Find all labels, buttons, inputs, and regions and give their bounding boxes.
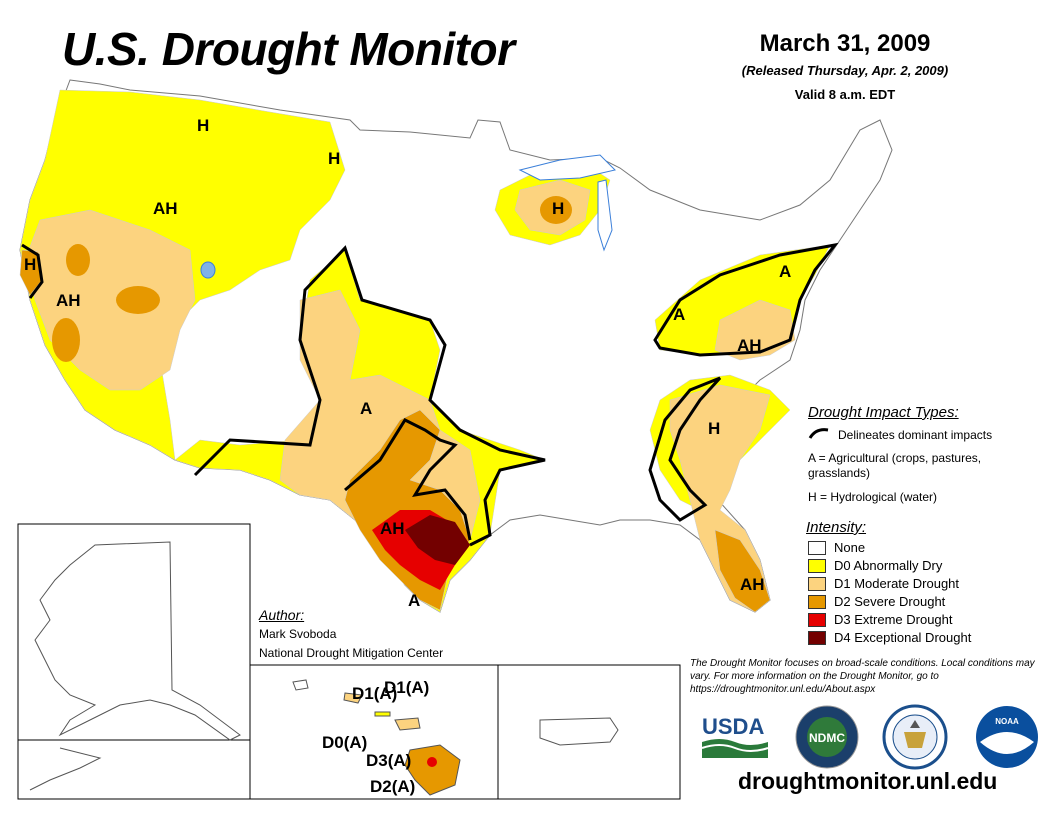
hawaii-label-kauai: D1(A) (352, 684, 397, 703)
svg-text:USDA: USDA (702, 714, 764, 739)
legend-swatch-d0 (808, 559, 826, 573)
label-ah-texas: AH (380, 519, 405, 538)
disclaimer-text: The Drought Monitor focuses on broad-sca… (690, 658, 1035, 695)
alaska-shape (34, 541, 241, 741)
label-ah-nevada: AH (56, 291, 81, 310)
hawaii-kauai (292, 679, 309, 691)
impact-agricultural-label: A = Agricultural (crops, pastures, grass… (808, 451, 982, 480)
legend-label-none: None (834, 540, 866, 555)
release-date: (Released Thursday, Apr. 2, 2009) (741, 63, 949, 78)
website-url[interactable]: droughtmonitor.unl.edu (738, 768, 998, 794)
svg-text:NDMC: NDMC (809, 731, 845, 745)
intensity-title: Intensity: (806, 519, 867, 536)
impact-boundary-west (193, 245, 546, 547)
label-a-texas-south: A (408, 591, 420, 610)
puerto-rico-shape (539, 717, 619, 746)
svg-text:NOAA: NOAA (995, 717, 1019, 726)
legend-label-d0: D0 Abnormally Dry (834, 558, 943, 573)
noaa-logo: NOAA (976, 706, 1038, 768)
author-organization: National Drought Mitigation Center (259, 646, 444, 660)
hawaii-label-maui: D0(A) (322, 733, 367, 752)
label-ah-idaho: AH (153, 199, 178, 218)
hawaii-molokai (374, 711, 391, 717)
label-h-carolinas: H (708, 419, 720, 438)
d2-area-nevada (116, 286, 160, 314)
great-salt-lake (200, 261, 216, 279)
label-a-colorado: A (360, 399, 372, 418)
impact-boundary-california (21, 243, 44, 299)
impact-line-label: Delineates dominant impacts (838, 428, 993, 442)
legend-swatch-d4 (808, 631, 826, 645)
commerce-seal-logo (882, 704, 948, 770)
legend-swatch-none (808, 541, 826, 555)
ndmc-logo: NDMC (795, 705, 859, 769)
label-h-california: H (24, 255, 36, 274)
lake-superior (518, 154, 616, 181)
impact-boundary-midatlantic (653, 242, 839, 357)
impact-types-title: Drought Impact Types: (808, 404, 959, 421)
impact-line-symbol (808, 428, 829, 439)
hawaii-oahu (343, 692, 363, 704)
aleutian-islands (29, 747, 102, 791)
legend-swatch-d1 (808, 577, 826, 591)
map-date: March 31, 2009 (759, 30, 931, 57)
legend-label-d2: D2 Severe Drought (834, 594, 946, 609)
d2-area-florida (714, 529, 771, 613)
valid-time: Valid 8 a.m. EDT (794, 87, 896, 102)
page-title: U.S. Drought Monitor (62, 23, 515, 75)
legend-swatch-d3 (808, 613, 826, 627)
legend-label-d4: D4 Exceptional Drought (834, 630, 972, 645)
impact-boundary-southeast (648, 376, 722, 522)
label-a-pennsylvania: A (779, 262, 791, 281)
label-ah-virginia: AH (737, 336, 762, 355)
legend-label-d1: D1 Moderate Drought (834, 576, 960, 591)
impact-hydrological-label: H = Hydrological (water) (808, 490, 938, 504)
author-title: Author: (259, 607, 305, 623)
d2-area-wisconsin (540, 196, 572, 224)
author-name: Mark Svoboda (259, 627, 337, 641)
label-a-ohio: A (673, 305, 685, 324)
d4-area-texas (405, 515, 470, 565)
hawaii-label-oahu: D1(A) (384, 678, 429, 697)
label-h-montana-west: H (197, 116, 209, 135)
hawaii-label-big-island-south: D2(A) (370, 777, 415, 796)
usda-logo: USDA (701, 714, 769, 758)
hawaii-d3-spot (427, 757, 437, 767)
hawaii-big-island (404, 744, 461, 796)
d2-area-nevada-north (66, 244, 90, 276)
hawaii-maui (394, 717, 421, 731)
label-h-wisconsin: H (552, 199, 564, 218)
label-ah-florida: AH (740, 575, 765, 594)
hawaii-label-big-island-east: D3(A) (366, 751, 411, 770)
impact-boundary-texas (344, 418, 472, 541)
legend-label-d3: D3 Extreme Drought (834, 612, 953, 627)
d2-area-california-south (52, 318, 80, 362)
legend-swatch-d2 (808, 595, 826, 609)
lake-michigan (597, 179, 613, 252)
label-h-montana-east: H (328, 149, 340, 168)
